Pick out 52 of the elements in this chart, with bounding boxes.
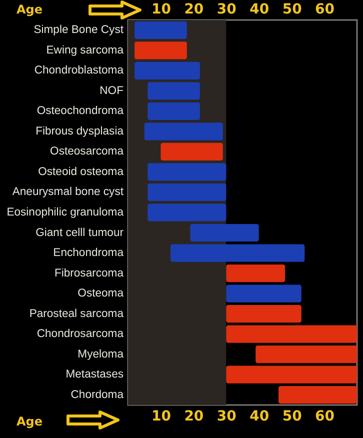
y-tick-label: Giant celll tumour: [36, 226, 124, 239]
bar: [148, 163, 226, 181]
y-tick-label: Aneurysmal bone cyst: [12, 186, 124, 198]
y-tick-label: Chondrosarcoma: [36, 328, 124, 340]
bar: [226, 284, 302, 302]
x2-tick-label: 10: [151, 408, 172, 424]
y-tick-label: Osteosarcoma: [50, 146, 124, 158]
y-tick-label: Simple Bone Cyst: [34, 24, 124, 36]
x2-tick-label: 20: [184, 408, 204, 424]
x-axis-title: Age: [16, 414, 43, 428]
bar: [148, 102, 200, 120]
y-tick-label: Enchondroma: [53, 247, 124, 260]
y-tick-label: Fibrosarcoma: [54, 267, 124, 280]
y-tick-label: Osteoma: [78, 288, 124, 300]
y-tick-label: Metastases: [66, 368, 124, 381]
x-tick-label: 50: [282, 2, 302, 18]
y-tick-label: Fibrous dysplasia: [36, 125, 124, 138]
y-tick-label: Osteochondroma: [36, 105, 124, 118]
bar: [278, 386, 357, 404]
x-tick-label: 10: [151, 2, 172, 18]
x2-tick-label: 30: [216, 408, 237, 424]
bar: [226, 325, 357, 343]
x-tick-label: 60: [315, 2, 335, 18]
y-tick-label: Osteoid osteoma: [38, 166, 124, 178]
x-tick-label: 20: [184, 2, 204, 18]
y-tick-label: Myeloma: [78, 348, 124, 360]
x-tick-label: 30: [216, 2, 237, 18]
y-tick-label: Chordoma: [70, 388, 124, 401]
x2-tick-label: 60: [315, 408, 335, 424]
bar: [226, 366, 357, 384]
x-tick-label: 40: [250, 2, 270, 18]
y-tick-label: Ewing sarcoma: [46, 44, 124, 56]
bar: [160, 142, 223, 161]
bar: [190, 224, 259, 242]
bar: [256, 345, 357, 364]
bar: [134, 21, 187, 40]
y-tick-label: NOF: [100, 84, 124, 97]
bar: [134, 42, 187, 60]
x2-tick-label: 50: [282, 408, 302, 424]
bar: [148, 183, 226, 202]
y-tick-label: Parosteal sarcoma: [29, 308, 124, 320]
bar: [170, 244, 305, 262]
bar: [226, 264, 286, 282]
bar: [148, 204, 226, 222]
x2-axis-title: Age: [16, 2, 43, 16]
bar: [226, 304, 302, 323]
bar: [144, 122, 223, 140]
y-tick-label: Eosinophilic granuloma: [6, 206, 124, 218]
x2-tick-label: 40: [250, 408, 270, 424]
bar: [148, 82, 200, 100]
bar: [134, 62, 200, 80]
y-tick-label: Chondroblastoma: [34, 64, 124, 77]
